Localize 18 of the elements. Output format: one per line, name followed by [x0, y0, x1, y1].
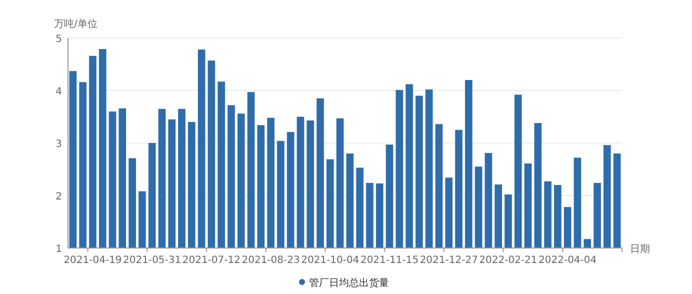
y-tick-label: 3	[56, 139, 62, 150]
legend: 管厂日均总出货量	[299, 278, 389, 289]
y-tick-label: 2	[56, 192, 62, 202]
y-tick-label: 4	[56, 86, 62, 98]
x-axis-title: 日期	[630, 243, 650, 255]
y-tick-label: 5	[56, 34, 62, 45]
x-tick-label: 2022-02-21	[479, 255, 538, 266]
x-tick-label: 2022-04-04	[538, 255, 597, 266]
x-tick-label: 2021-11-15	[360, 255, 419, 266]
x-tick-label: 2021-12-27	[420, 255, 478, 266]
x-tick-label: 2021-04-19	[64, 255, 122, 266]
x-tick-label: 2021-07-12	[182, 255, 241, 266]
y-tick-label: 1	[56, 244, 62, 255]
x-tick-label: 2021-10-04	[301, 255, 360, 266]
legend-label: 管厂日均总出货量	[309, 277, 389, 289]
y-axis-title: 万吨/单位	[54, 18, 98, 30]
x-tick-label: 2021-08-23	[242, 255, 300, 266]
x-tick-label: 2021-05-31	[123, 255, 182, 266]
